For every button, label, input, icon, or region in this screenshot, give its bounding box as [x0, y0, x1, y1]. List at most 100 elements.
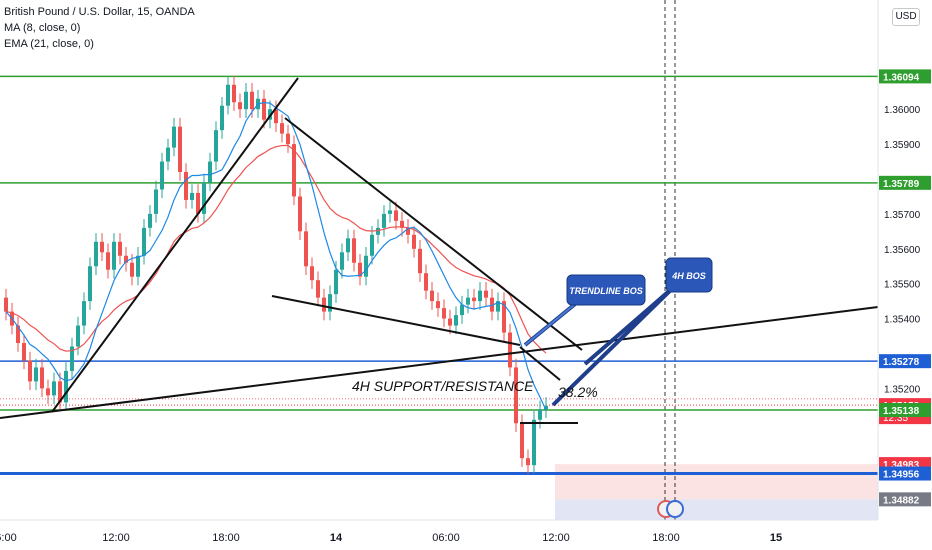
- event-flag-icon: [666, 500, 684, 518]
- candle-body: [328, 294, 332, 312]
- candle-body: [508, 332, 512, 368]
- callout-text-trendline-bos: TRENDLINE BOS: [569, 286, 643, 296]
- blue-zone: [555, 499, 878, 520]
- candle-body: [52, 381, 56, 396]
- trendline-5: [519, 346, 561, 381]
- x-tick-label: 18:00: [212, 532, 240, 544]
- candle-body: [196, 192, 200, 214]
- candle-body: [238, 102, 242, 110]
- y-tick-label: 1.35700: [884, 210, 921, 221]
- candle-body: [178, 126, 182, 173]
- callout-box-trendline-bos: [566, 274, 646, 306]
- candle-body: [208, 161, 212, 183]
- candle-body: [88, 266, 92, 302]
- candle-body: [148, 213, 152, 228]
- x-tick-label: 15: [770, 532, 782, 544]
- callout-arrow-4h-2: [551, 283, 678, 407]
- candle-body: [142, 227, 146, 256]
- candle-body: [166, 147, 170, 162]
- candle-body: [532, 419, 536, 466]
- candle-body: [496, 301, 500, 312]
- candle-body: [76, 325, 80, 347]
- candle-body: [226, 84, 230, 106]
- x-tick-label: 14: [330, 532, 343, 544]
- candle-body: [466, 297, 470, 305]
- candle-body: [502, 301, 506, 333]
- candle-body: [250, 91, 254, 110]
- price-label-box: [879, 354, 931, 369]
- candle-body: [298, 196, 302, 232]
- callout-text-4h-bos: 4H BOS: [671, 271, 706, 281]
- trendline-3: [0, 306, 879, 419]
- candle-body: [448, 318, 452, 326]
- candle-body: [94, 241, 98, 267]
- symbol-title: British Pound / U.S. Dollar, 15, OANDA: [4, 6, 195, 18]
- price-label-box: [879, 466, 931, 481]
- y-tick-label: 1.36000: [884, 105, 921, 116]
- support-resistance-label: 4H SUPPORT/RESISTANCE: [352, 378, 534, 394]
- candle-body: [544, 405, 548, 410]
- candle-body: [412, 234, 416, 249]
- candle-body: [286, 133, 290, 145]
- candle-body: [160, 161, 164, 190]
- y-tick-label: 1.35400: [884, 315, 921, 326]
- candle-body: [538, 409, 542, 420]
- y-tick-label: 1.35500: [884, 280, 921, 291]
- price-label-countdown: 12:35: [883, 413, 908, 424]
- candle-body: [526, 458, 530, 466]
- price-label-text: 1.34882: [883, 495, 920, 506]
- candle-body: [322, 297, 326, 312]
- fib-label: 38.2%: [558, 384, 598, 400]
- x-tick-label: 12:00: [542, 532, 570, 544]
- callout-box-4h-bos: [665, 257, 713, 293]
- candle-body: [388, 210, 392, 214]
- y-tick-label: 1.35200: [884, 384, 921, 395]
- candle-body: [184, 172, 188, 200]
- candle-body: [382, 213, 386, 228]
- ema-line: [5, 144, 547, 354]
- candle-body: [82, 301, 86, 326]
- ma-indicator-label[interactable]: MA (8, close, 0): [4, 22, 81, 34]
- candle-body: [274, 109, 278, 124]
- price-label-box: [879, 492, 931, 507]
- x-tick-label: 12:00: [102, 532, 130, 544]
- price-label-text: 1.34956: [883, 470, 920, 481]
- y-tick-label: 1.35600: [884, 245, 921, 256]
- candle-body: [262, 98, 266, 120]
- candle-body: [4, 297, 8, 312]
- candle-body: [418, 248, 422, 274]
- candle-body: [280, 123, 284, 134]
- candle-body: [310, 266, 314, 281]
- ema-indicator-label[interactable]: EMA (21, close, 0): [4, 38, 94, 50]
- price-label-text: 1.35138: [883, 406, 920, 417]
- trendline-1: [284, 117, 583, 351]
- candle-body: [220, 105, 224, 131]
- candle-body: [130, 262, 134, 277]
- candle-body: [100, 241, 104, 253]
- candle-body: [454, 315, 458, 326]
- x-tick-label: 6:00: [0, 532, 17, 544]
- candle-body: [58, 381, 62, 403]
- candle-body: [70, 346, 74, 371]
- callout-arrow-trendline-inner: [524, 299, 581, 346]
- candle-body: [16, 325, 20, 344]
- candle-body: [442, 308, 446, 319]
- candle-body: [436, 301, 440, 309]
- currency-button[interactable]: USD: [892, 8, 920, 26]
- candle-body: [334, 269, 338, 295]
- candle-body: [292, 144, 296, 197]
- candle-body: [304, 231, 308, 267]
- candle-body: [22, 343, 26, 361]
- red-zone: [555, 464, 878, 500]
- candle-body: [190, 192, 194, 200]
- candle-body: [46, 388, 50, 396]
- candle-body: [40, 367, 44, 389]
- candle-body: [64, 370, 68, 403]
- candle-body: [400, 220, 404, 228]
- candle-body: [112, 241, 116, 270]
- candle-body: [490, 297, 494, 312]
- x-tick-label: 18:00: [652, 532, 680, 544]
- candle-body: [514, 367, 518, 424]
